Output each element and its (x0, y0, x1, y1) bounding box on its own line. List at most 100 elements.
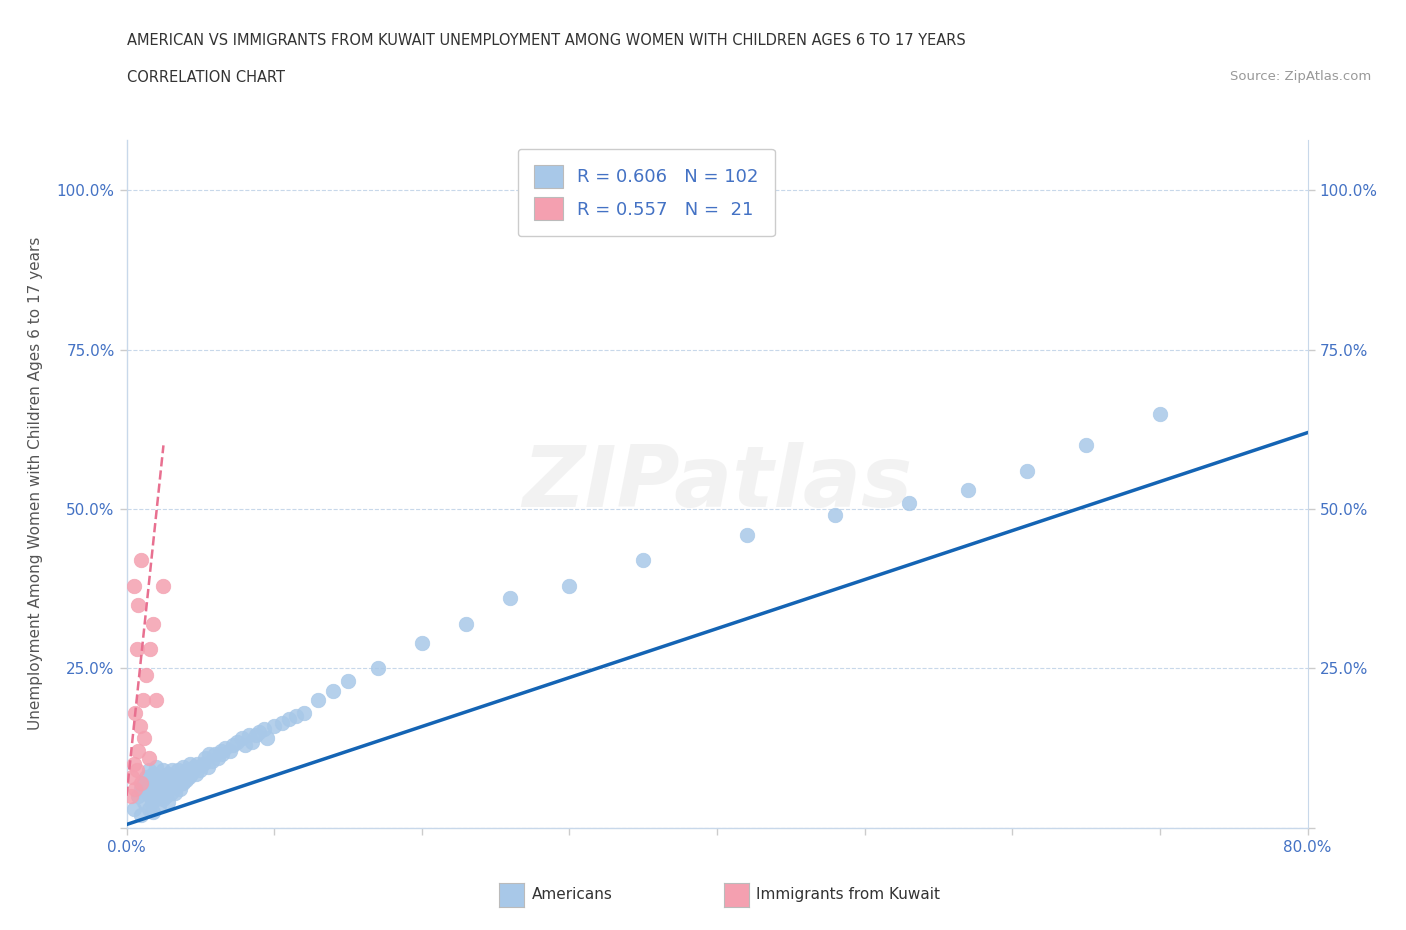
Text: AMERICAN VS IMMIGRANTS FROM KUWAIT UNEMPLOYMENT AMONG WOMEN WITH CHILDREN AGES 6: AMERICAN VS IMMIGRANTS FROM KUWAIT UNEMP… (127, 33, 966, 47)
Text: Source: ZipAtlas.com: Source: ZipAtlas.com (1230, 70, 1371, 83)
Point (411, 635, 433, 650)
Point (139, 642, 162, 657)
Point (139, 789, 162, 804)
Point (145, 760, 167, 775)
Point (155, 776, 177, 790)
Point (143, 785, 166, 800)
Point (129, 552, 153, 567)
Point (139, 773, 162, 788)
Text: Immigrants from Kuwait: Immigrants from Kuwait (756, 887, 941, 902)
Point (145, 791, 167, 806)
Point (134, 776, 156, 790)
Point (1076, 438, 1098, 453)
Point (135, 769, 157, 784)
Point (366, 661, 388, 676)
Point (631, 552, 654, 567)
Point (245, 728, 267, 743)
Legend: R = 0.606   N = 102, R = 0.557   N =  21: R = 0.606 N = 102, R = 0.557 N = 21 (517, 149, 775, 236)
Point (292, 706, 315, 721)
Point (145, 693, 167, 708)
Point (222, 737, 245, 752)
Point (1149, 406, 1171, 421)
Point (135, 668, 157, 683)
Point (172, 760, 194, 775)
Point (152, 763, 174, 777)
Point (167, 776, 190, 790)
Point (1017, 463, 1039, 478)
Point (124, 782, 146, 797)
Point (183, 760, 205, 775)
Point (122, 801, 145, 816)
Point (159, 785, 183, 800)
Point (735, 527, 758, 542)
Point (149, 773, 172, 788)
Point (201, 753, 224, 768)
Point (148, 798, 170, 813)
Point (253, 722, 276, 737)
Point (165, 769, 187, 784)
Point (129, 782, 153, 797)
Point (337, 673, 360, 688)
Point (240, 735, 263, 750)
Point (247, 724, 270, 739)
Point (129, 776, 153, 790)
Point (159, 773, 183, 788)
Point (231, 731, 253, 746)
Point (152, 791, 174, 806)
Y-axis label: Unemployment Among Women with Children Ages 6 to 17 years: Unemployment Among Women with Children A… (28, 237, 42, 730)
Point (145, 776, 167, 790)
Point (163, 776, 186, 790)
Point (138, 751, 160, 765)
Point (198, 747, 221, 762)
Point (322, 684, 344, 698)
Text: ZIPatlas: ZIPatlas (522, 442, 912, 525)
Point (156, 766, 179, 781)
Point (226, 735, 249, 750)
Point (127, 744, 149, 759)
Point (209, 744, 232, 759)
Point (153, 782, 176, 797)
Point (256, 731, 278, 746)
Point (138, 763, 160, 777)
Point (170, 769, 193, 784)
Point (165, 785, 187, 800)
Point (142, 778, 165, 793)
Point (263, 718, 285, 733)
Point (157, 782, 180, 797)
Text: CORRELATION CHART: CORRELATION CHART (127, 70, 284, 85)
Point (125, 763, 148, 777)
Point (146, 769, 169, 784)
Point (146, 782, 169, 797)
Point (179, 756, 201, 771)
Point (122, 578, 145, 593)
Point (141, 795, 163, 810)
Point (149, 789, 172, 804)
Point (181, 763, 204, 777)
Point (454, 617, 477, 631)
Point (285, 709, 308, 724)
Point (186, 756, 208, 771)
Point (142, 766, 165, 781)
Point (142, 804, 165, 819)
Point (238, 728, 260, 743)
Point (204, 747, 226, 762)
Point (211, 747, 233, 762)
Point (278, 712, 301, 727)
Point (156, 795, 179, 810)
Point (132, 693, 155, 708)
Point (180, 766, 202, 781)
Point (169, 782, 191, 797)
Point (167, 763, 190, 777)
Point (138, 801, 160, 816)
Point (121, 769, 143, 784)
Point (824, 508, 846, 523)
Point (219, 744, 242, 759)
Point (153, 769, 176, 784)
Point (188, 763, 211, 777)
Point (155, 789, 177, 804)
Point (127, 597, 149, 612)
Point (558, 578, 581, 593)
Point (166, 778, 188, 793)
Point (214, 740, 236, 755)
Point (956, 483, 979, 498)
